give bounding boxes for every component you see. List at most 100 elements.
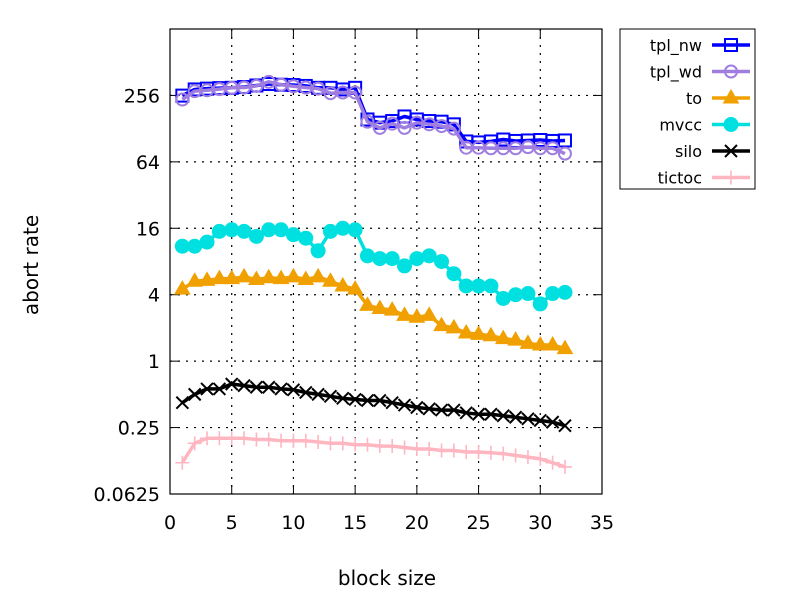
data-point-mvcc [557,284,573,300]
data-point-mvcc [483,278,499,294]
data-point-tpl_wd [249,78,264,93]
data-point-to [297,270,315,285]
data-point-to [235,267,253,283]
data-point-mvcc [508,287,524,303]
data-point-to [445,318,463,334]
data-point-tictoc [274,433,289,448]
data-point-tictoc [533,451,548,466]
data-point-mvcc [359,248,375,264]
data-point-tpl_wd [311,81,326,96]
data-point-to [544,336,561,351]
data-point-mvcc [298,230,314,246]
data-point-mvcc [199,234,215,250]
legend-marker [724,38,738,52]
data-point-tictoc [520,450,535,465]
series-to [173,267,574,355]
legend-label: silo [675,142,702,161]
legend-label: mvcc [659,116,702,135]
data-point-silo [434,403,449,417]
x-tick-label: 30 [528,512,552,534]
data-point-mvcc [434,254,450,269]
series-mvcc [174,220,573,312]
data-point-to [420,306,438,321]
series-line-silo [181,382,566,428]
data-point-tictoc [298,433,313,448]
legend-item-tpl_wd: tpl_wd [650,63,750,83]
data-point-to [223,269,241,285]
data-point-silo [545,415,560,429]
data-point-tpl_wd [545,141,560,156]
data-point-tpl_nw [557,133,572,148]
axes: 0.0625 0.25 1 4 16 64 256 0 5 10 15 20 25 30 35 [94,28,614,534]
data-point-silo [348,392,362,407]
data-point-mvcc [335,220,351,236]
data-point-to [507,331,524,346]
data-point-tpl_wd [557,146,572,161]
data-point-silo [484,407,498,421]
data-point-to [531,336,549,351]
data-point-mvcc [285,227,301,243]
data-point-to [457,323,475,339]
data-point-tpl_wd [175,92,190,107]
data-point-mvcc [224,222,240,238]
data-point-tictoc [496,446,511,461]
x-tick-label: 0 [164,512,176,534]
data-point-tictoc [385,439,400,454]
series-line-tictoc [180,436,566,469]
data-point-mvcc [248,228,264,244]
legend-marker [722,88,740,104]
data-point-to [494,329,512,345]
legend-item-tpl_nw: tpl_nw [650,36,750,56]
data-point-to [272,269,290,285]
data-point-to [334,276,352,292]
data-point-mvcc [446,266,462,282]
data-point-mvcc [384,251,400,267]
data-point-tictoc [360,437,375,452]
data-point-mvcc [347,222,363,238]
data-point-tictoc [237,431,252,446]
legend-item-tictoc: tictoc [658,169,750,188]
x-tick-label: 5 [226,512,238,534]
data-point-mvcc [310,243,326,259]
data-point-tictoc [187,436,202,451]
x-tick-label: 25 [466,512,490,534]
data-point-tictoc [249,432,264,447]
data-point-silo [249,380,264,394]
data-point-tictoc [224,431,239,446]
data-point-to [482,326,500,342]
data-point-silo [274,382,288,396]
data-point-silo [336,391,350,406]
y-tick-label: 0.0625 [94,484,160,506]
data-point-silo [187,387,202,402]
data-point-silo [521,412,535,426]
data-point-silo [422,402,436,416]
data-point-to [371,299,389,314]
data-point-tictoc [409,441,424,456]
data-point-silo [385,396,399,410]
data-point-silo [299,385,313,400]
data-point-mvcc [409,251,425,267]
data-point-to [248,270,265,285]
y-tick-label: 64 [136,152,160,174]
data-point-tpl_wd [348,85,363,100]
data-point-tictoc [545,455,560,470]
data-point-silo [237,378,251,393]
legend-item-to: to [686,88,750,108]
data-point-tpl_wd [360,114,375,129]
data-point-silo [175,396,190,410]
data-point-tpl_wd [397,120,412,135]
data-point-to [285,267,302,283]
data-point-to [396,306,413,321]
data-point-tictoc [311,435,326,449]
legend-label: tictoc [658,169,702,188]
data-point-to [260,268,278,284]
data-point-tictoc [459,445,474,460]
data-point-to [408,308,426,323]
data-point-tictoc [348,437,363,452]
data-point-silo [558,418,572,433]
data-point-silo [360,393,375,408]
legend-marker [724,170,738,185]
data-point-silo [262,380,276,394]
